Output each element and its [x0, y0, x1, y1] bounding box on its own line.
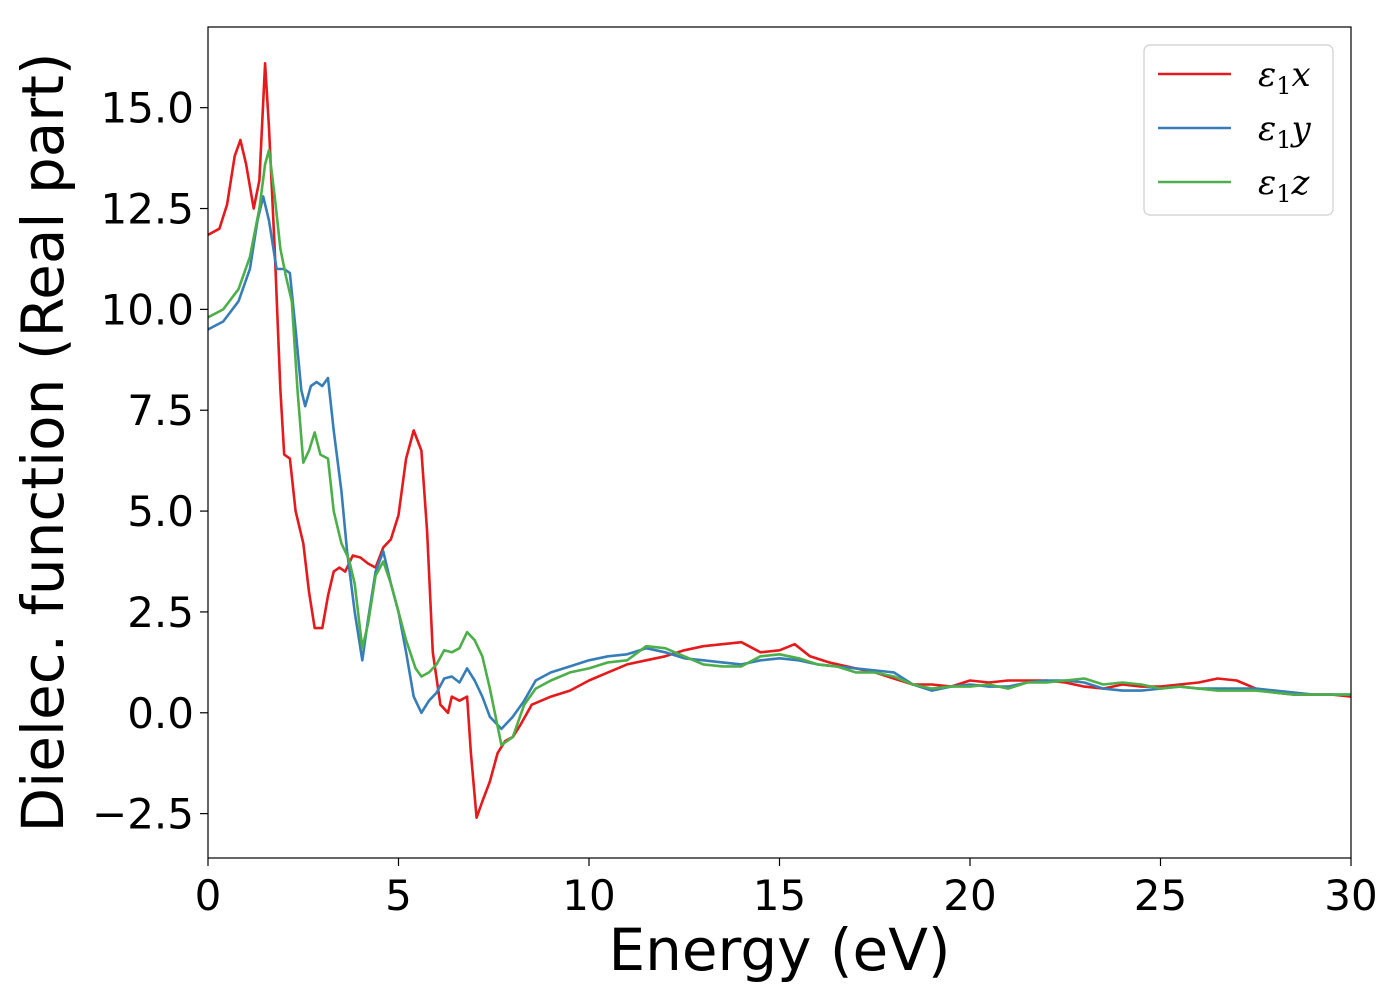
legend-label: ε1y [1258, 109, 1312, 154]
legend-label: ε1z [1258, 163, 1311, 208]
x-tick-label: 15 [753, 871, 806, 920]
x-tick-label: 10 [562, 871, 615, 920]
x-tick-label: 20 [943, 871, 996, 920]
x-tick-label: 5 [385, 871, 412, 920]
x-tick-label: 0 [195, 871, 222, 920]
legend-box [1143, 44, 1334, 216]
y-tick-label: 12.5 [100, 185, 194, 234]
y-axis-ticks: −2.5 0.0 2.5 5.0 7.5 10.0 12.5 15.0 [92, 84, 208, 839]
y-axis-label: Dielec. function (Real part) [9, 52, 77, 832]
y-tick-label: 10.0 [100, 285, 194, 334]
x-tick-label: 30 [1324, 871, 1377, 920]
y-tick-label: 7.5 [127, 386, 194, 435]
series-line-z [208, 148, 1351, 747]
x-axis-label: Energy (eV) [608, 916, 950, 984]
y-tick-label: −2.5 [92, 790, 194, 839]
plot-lines [208, 62, 1351, 819]
x-tick-label: 25 [1134, 871, 1187, 920]
y-tick-label: 2.5 [127, 588, 194, 637]
y-tick-label: 0.0 [127, 689, 194, 738]
legend: ε1x ε1y ε1z [1143, 44, 1334, 216]
y-tick-label: 5.0 [127, 487, 194, 536]
y-tick-label: 15.0 [100, 84, 194, 133]
series-line-y [208, 195, 1351, 731]
legend-label: ε1x [1258, 55, 1311, 100]
x-axis-ticks: 0 5 10 15 20 25 30 [195, 858, 1378, 920]
